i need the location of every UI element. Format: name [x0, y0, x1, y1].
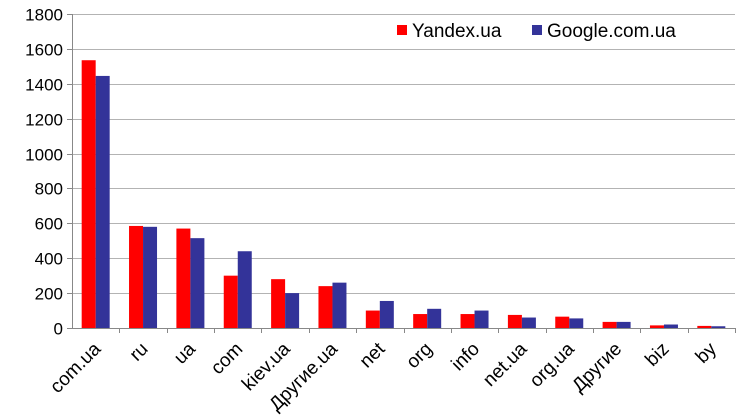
- bar-google-3: [237, 251, 252, 328]
- bar-yandex-13: [697, 325, 712, 328]
- bar-yandex-1: [129, 225, 144, 328]
- x-tick-label: biz: [641, 339, 673, 371]
- bar-google-7: [427, 308, 442, 328]
- legend: Yandex.ua Google.com.ua: [397, 21, 676, 42]
- bar-yandex-2: [176, 228, 191, 328]
- bar-google-1: [143, 226, 158, 328]
- y-tick-label: 800: [35, 180, 63, 199]
- legend-swatch-google: [532, 25, 542, 35]
- y-tick-label: 1800: [25, 6, 63, 25]
- x-tick-label: info: [448, 339, 485, 376]
- bar-yandex-6: [365, 310, 380, 328]
- bar-yandex-10: [555, 316, 570, 328]
- y-tick-label: 1400: [25, 76, 63, 95]
- bar-google-4: [285, 293, 300, 328]
- bar-google-13: [711, 326, 726, 328]
- bar-yandex-12: [649, 325, 664, 328]
- bar-google-9: [521, 317, 536, 328]
- bar-google-11: [616, 321, 631, 328]
- legend-swatch-yandex: [397, 25, 407, 35]
- x-tick-label: by: [692, 338, 721, 367]
- x-tick-label: com: [207, 339, 247, 379]
- x-tick-label: net: [356, 338, 390, 372]
- y-tick-label: 600: [35, 215, 63, 234]
- y-tick-label: 200: [35, 285, 63, 304]
- bar-google-5: [332, 282, 347, 328]
- bar-yandex-11: [602, 321, 617, 328]
- bar-yandex-7: [413, 314, 428, 328]
- axes: [67, 14, 736, 333]
- y-tick-label: 1200: [25, 111, 63, 130]
- bar-google-10: [569, 318, 584, 328]
- legend-label-google: Google.com.ua: [547, 21, 676, 42]
- bars: [81, 60, 726, 328]
- bar-google-0: [95, 75, 110, 328]
- bar-google-12: [663, 324, 678, 328]
- bar-google-2: [190, 238, 205, 328]
- bar-yandex-4: [271, 279, 286, 328]
- bar-google-6: [379, 300, 394, 328]
- bar-yandex-3: [223, 275, 238, 328]
- y-tick-label: 1600: [25, 41, 63, 60]
- y-tick-label: 0: [54, 320, 63, 339]
- x-tick-label: Другие: [568, 339, 626, 397]
- gridlines: [72, 14, 735, 294]
- x-tick-label: net.ua: [479, 338, 532, 391]
- legend-label-yandex: Yandex.ua: [412, 21, 502, 42]
- x-tick-label: ua: [170, 338, 200, 368]
- x-tick-label: org: [402, 339, 436, 373]
- bar-yandex-8: [460, 314, 475, 328]
- x-tick-label: com.ua: [46, 338, 105, 397]
- bar-yandex-0: [81, 60, 96, 328]
- y-tick-label: 1000: [25, 146, 63, 165]
- bar-yandex-9: [507, 314, 522, 328]
- x-tick-label: ru: [126, 339, 153, 366]
- y-tick-label: 400: [35, 250, 63, 269]
- y-tick-labels: 0 200 400 600 800 1000 1200 1400 1600 1800: [25, 6, 63, 339]
- bar-google-8: [474, 310, 489, 328]
- bar-yandex-5: [318, 286, 333, 328]
